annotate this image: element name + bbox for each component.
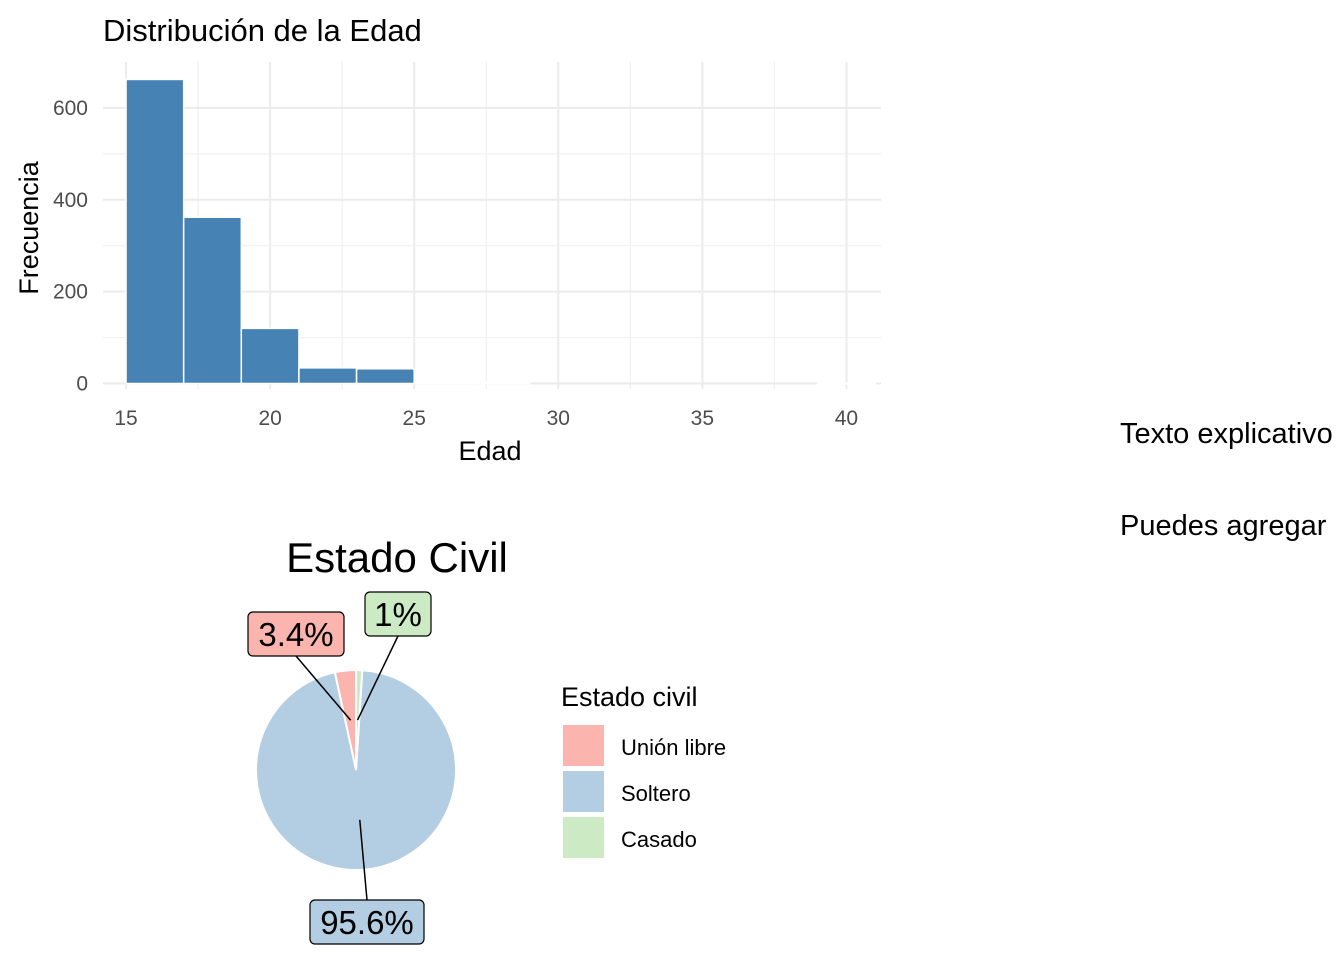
histogram-bar <box>298 367 358 385</box>
pie-title: Estado Civil <box>286 534 508 581</box>
legend-item-label: Unión libre <box>621 735 726 760</box>
pie-label-text: 3.4% <box>258 616 333 653</box>
pie-label-box <box>364 591 432 637</box>
legend-swatch <box>563 725 604 766</box>
pie-label-text: 1% <box>374 596 422 633</box>
x-tick-label: 30 <box>547 407 570 430</box>
add-text-hint: Puedes agregar <box>1120 510 1327 542</box>
y-tick-label: 400 <box>53 189 88 212</box>
histogram-bars <box>125 78 876 385</box>
legend-swatch <box>563 817 604 858</box>
pie-slices <box>255 668 457 871</box>
legend-item-label: Casado <box>621 827 697 852</box>
legend-swatch <box>563 771 604 812</box>
histogram-bar <box>125 78 185 385</box>
histogram-chart: Distribución de la Edad 15 20 25 30 35 40 0 20… <box>14 13 881 466</box>
histogram-bar <box>816 382 876 385</box>
pie-chart: Estado Civil 3.4% 95.6% 1% <box>247 534 508 945</box>
histogram-y-axis-label: Frecuencia <box>14 160 44 295</box>
x-tick-label: 40 <box>835 407 858 430</box>
histogram-title: Distribución de la Edad <box>103 13 422 48</box>
pie-leader-line <box>295 655 352 721</box>
pie-slice <box>355 668 364 771</box>
histogram-bar <box>355 368 415 385</box>
pie-label-box <box>309 899 425 945</box>
explanatory-text: Texto explicativo <box>1120 418 1333 450</box>
pie-label-text: 95.6% <box>320 904 414 941</box>
histogram-x-axis-label: Edad <box>458 436 521 466</box>
histogram-bar <box>413 381 473 385</box>
y-tick-label: 600 <box>53 97 88 120</box>
histogram-y-ticks: 0 200 400 600 <box>53 97 88 396</box>
histogram-x-ticks: 15 20 25 30 35 40 <box>114 407 858 430</box>
pie-leader-line <box>356 635 399 721</box>
pie-labels: 3.4% 95.6% 1% <box>247 591 432 945</box>
pie-legend: Estado civil Unión libre Soltero Casado <box>561 682 726 858</box>
histogram-bar <box>182 216 243 385</box>
x-tick-label: 20 <box>258 407 281 430</box>
y-tick-label: 200 <box>53 281 88 304</box>
legend-title: Estado civil <box>561 682 698 712</box>
histogram-bar <box>240 327 300 385</box>
legend-item-label: Soltero <box>621 781 691 806</box>
pie-leader-line <box>359 819 368 901</box>
x-tick-label: 15 <box>114 407 137 430</box>
x-tick-label: 25 <box>403 407 426 430</box>
legend-items: Unión libre Soltero Casado <box>563 725 726 858</box>
histogram-bar <box>471 381 531 385</box>
pie-label-box <box>247 611 345 657</box>
y-tick-label: 0 <box>76 372 88 395</box>
x-tick-label: 35 <box>691 407 714 430</box>
